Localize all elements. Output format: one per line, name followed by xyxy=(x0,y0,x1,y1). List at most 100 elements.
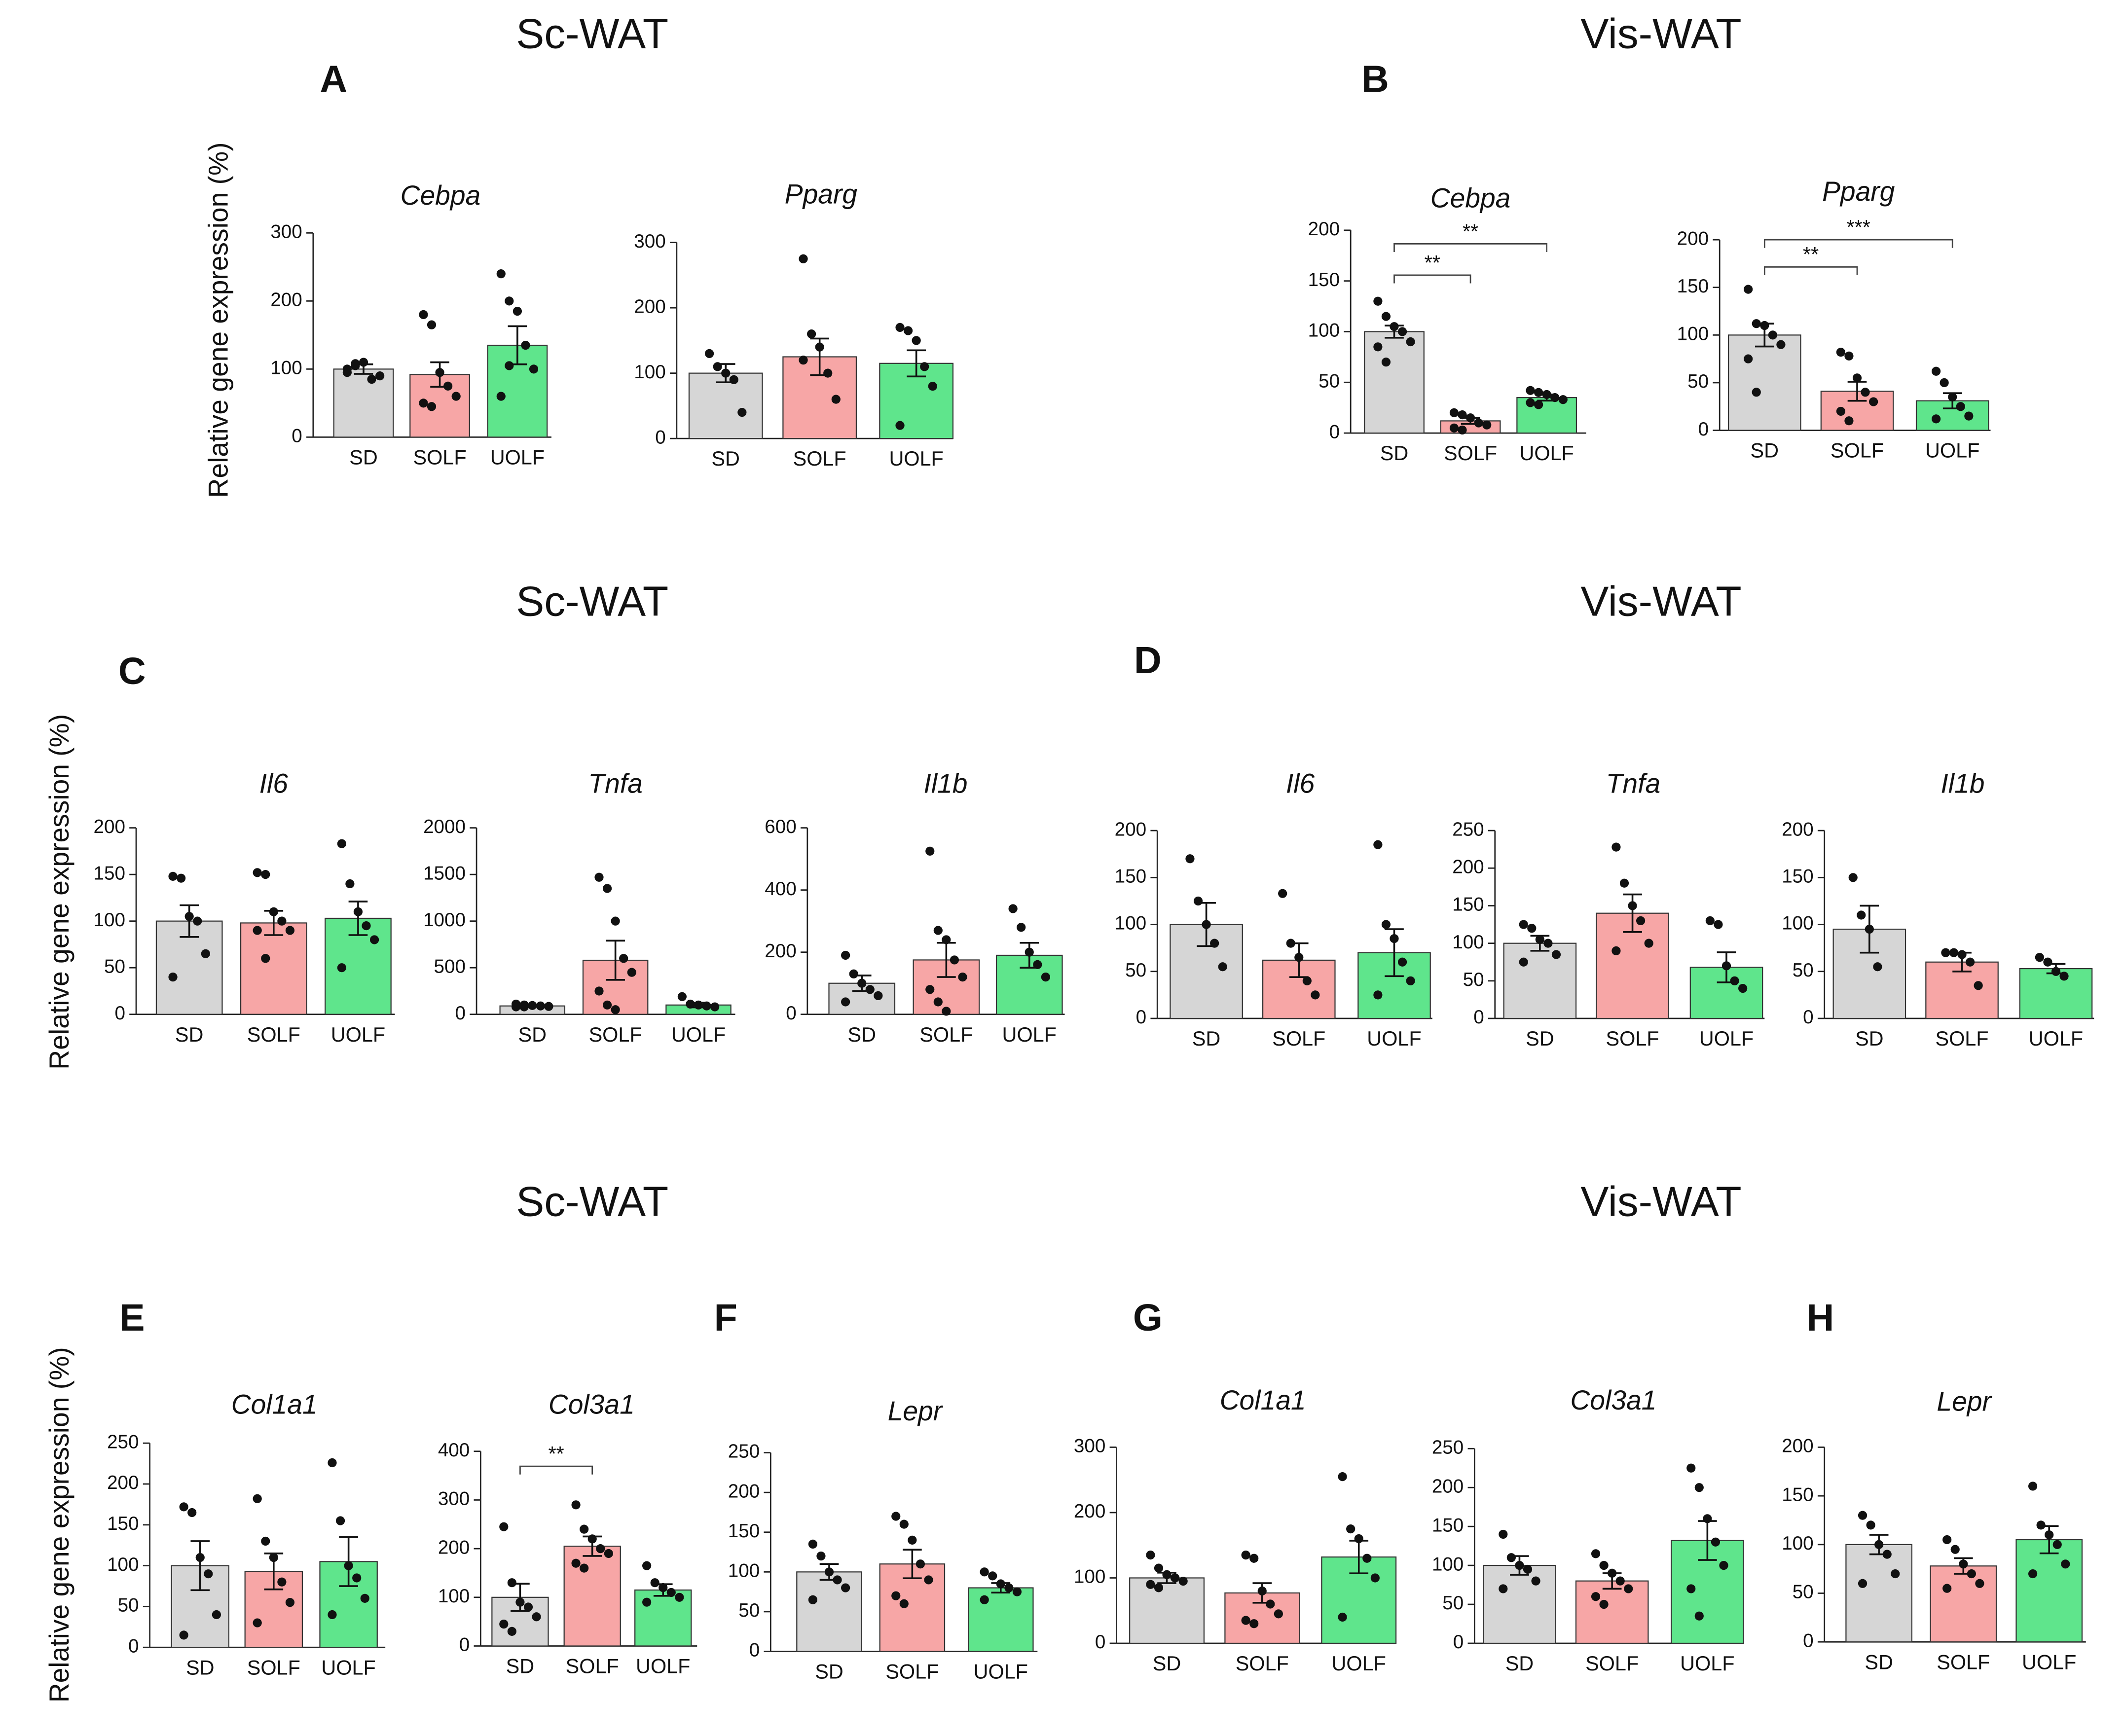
y-tick-label: 0 xyxy=(1803,1007,1813,1028)
significance-label: *** xyxy=(1847,216,1870,239)
bar xyxy=(1727,334,1801,431)
panel-letter: F xyxy=(714,1297,737,1339)
bar xyxy=(968,1587,1034,1652)
y-tick-label: 50 xyxy=(1687,371,1709,392)
data-point xyxy=(2045,1530,2054,1540)
x-tick-label: SOLF xyxy=(566,1655,619,1678)
chart-title: Col3a1 xyxy=(1570,1385,1656,1415)
chart-title: Pparg xyxy=(1822,176,1895,207)
y-tick-label: 100 xyxy=(1115,913,1146,934)
data-point xyxy=(1608,1568,1617,1578)
data-point xyxy=(505,296,514,306)
data-point xyxy=(1942,1584,1952,1593)
section-heading: Sc-WAT xyxy=(516,10,668,57)
data-point xyxy=(1146,1550,1155,1560)
x-tick-label: SD xyxy=(1505,1652,1534,1675)
bar xyxy=(796,1571,862,1652)
data-point xyxy=(924,1575,933,1585)
data-point xyxy=(815,342,824,352)
data-point xyxy=(1714,920,1723,929)
section-heading: Vis-WAT xyxy=(1580,10,1741,57)
data-point xyxy=(177,873,186,883)
data-point xyxy=(1535,935,1544,944)
bar xyxy=(1129,1577,1205,1644)
data-point xyxy=(277,1577,287,1587)
data-point xyxy=(335,1516,345,1525)
panel-letter: A xyxy=(320,58,347,100)
section-heading: Vis-WAT xyxy=(1580,1179,1741,1226)
data-point xyxy=(1760,321,1769,330)
data-point xyxy=(604,1549,613,1558)
chart-title: Il1b xyxy=(924,768,968,799)
chart-title: Il6 xyxy=(1286,768,1315,799)
y-tick-label: 50 xyxy=(1793,1582,1814,1603)
bar xyxy=(2015,1539,2083,1643)
y-tick-label: 1000 xyxy=(423,909,466,931)
y-tick-label: 50 xyxy=(104,956,125,977)
x-tick-label: SD xyxy=(175,1023,204,1046)
data-point xyxy=(808,1539,817,1549)
y-tick-label: 100 xyxy=(438,1586,470,1607)
x-tick-label: SD xyxy=(1153,1652,1181,1675)
data-point xyxy=(512,1002,521,1012)
data-point xyxy=(532,1612,541,1622)
data-point xyxy=(1146,1580,1155,1589)
y-tick-label: 150 xyxy=(728,1520,760,1542)
data-point xyxy=(1591,1549,1601,1558)
y-tick-label: 200 xyxy=(1782,1436,1813,1457)
data-point xyxy=(1218,962,1227,972)
x-tick-label: UOLF xyxy=(331,1023,385,1046)
data-point xyxy=(2043,957,2052,967)
data-point xyxy=(505,361,514,370)
data-point xyxy=(1465,413,1475,423)
bar xyxy=(1483,1564,1556,1644)
data-point xyxy=(1527,924,1537,933)
data-point xyxy=(427,320,437,329)
data-point xyxy=(1644,939,1653,948)
data-point xyxy=(353,907,363,916)
data-point xyxy=(261,954,270,963)
x-tick-label: SOLF xyxy=(1937,1651,1990,1673)
data-point xyxy=(996,1579,1005,1589)
panel-letter: C xyxy=(118,650,146,692)
data-point xyxy=(1861,388,1870,397)
data-point xyxy=(2061,1559,2070,1569)
data-point xyxy=(179,1630,188,1640)
data-point xyxy=(841,997,850,1007)
data-point xyxy=(369,935,379,944)
bar xyxy=(1930,1565,1997,1643)
y-tick-label: 400 xyxy=(438,1440,470,1461)
significance-label: ** xyxy=(1463,220,1478,243)
data-point xyxy=(1202,920,1211,929)
data-point xyxy=(899,1519,909,1529)
data-point xyxy=(1959,1559,1968,1569)
x-tick-label: SD xyxy=(349,446,378,469)
y-tick-label: 200 xyxy=(1452,856,1484,877)
data-point xyxy=(1249,1554,1259,1563)
data-point xyxy=(1523,1564,1533,1574)
data-point xyxy=(903,326,913,335)
y-tick-label: 50 xyxy=(118,1595,139,1616)
data-point xyxy=(1381,358,1391,367)
section-heading: Sc-WAT xyxy=(516,578,668,625)
y-tick-label: 100 xyxy=(1782,1533,1813,1554)
data-point xyxy=(594,872,604,882)
x-tick-label: UOLF xyxy=(2029,1027,2083,1050)
significance-bracket xyxy=(1393,274,1471,284)
y-tick-label: 250 xyxy=(1432,1437,1464,1458)
data-point xyxy=(168,871,178,881)
data-point xyxy=(1752,319,1761,328)
data-point xyxy=(1730,976,1739,985)
y-tick-label: 200 xyxy=(728,1481,760,1502)
x-tick-label: SOLF xyxy=(1585,1652,1639,1675)
y-tick-label: 0 xyxy=(1136,1007,1146,1028)
data-point xyxy=(841,1583,850,1592)
data-point xyxy=(729,375,738,385)
chart-title: Col1a1 xyxy=(1220,1385,1306,1415)
data-point xyxy=(1257,1586,1267,1596)
x-tick-label: UOLF xyxy=(974,1661,1028,1683)
data-point xyxy=(1458,410,1467,420)
data-point xyxy=(1362,1554,1372,1563)
data-point xyxy=(611,916,620,926)
